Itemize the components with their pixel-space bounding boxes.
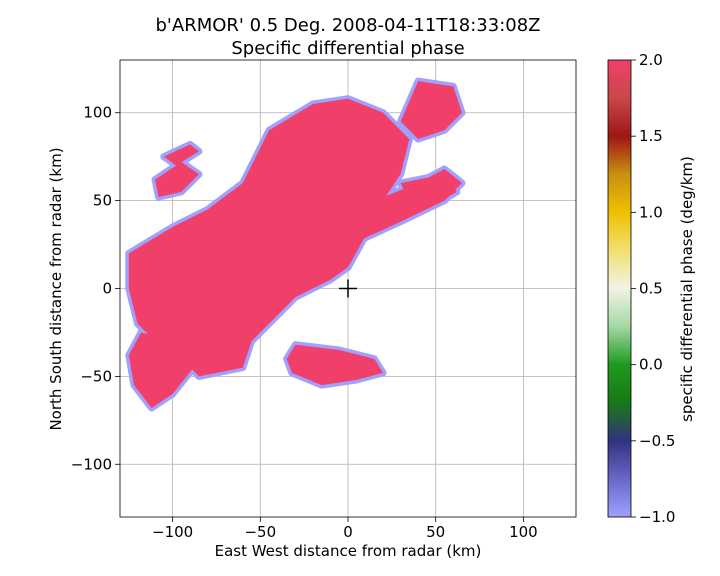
echo-region-ne-cap — [400, 81, 462, 140]
x-tick-label: −100 — [152, 523, 193, 541]
echo-region-se-cell — [286, 344, 384, 386]
echo-region-sw-lobe — [128, 332, 194, 409]
x-tick-label: −50 — [244, 523, 276, 541]
y-tick-label: 50 — [93, 192, 112, 210]
colorbar-label: specific differential phase (deg/km) — [678, 156, 696, 422]
echo-core-group — [128, 81, 462, 409]
radar-location-marker — [339, 279, 357, 298]
y-tick-label: −50 — [80, 367, 112, 385]
y-tick-label: −100 — [71, 455, 112, 473]
echo-region-east-cell — [400, 174, 457, 205]
colorbar-tick-label: 2.0 — [639, 51, 663, 69]
y-tick-label: 100 — [83, 104, 112, 122]
echo-region-main-band — [128, 98, 410, 377]
echo-region-nw-cell-2 — [163, 144, 199, 166]
echo-layer — [125, 77, 466, 412]
chart-title-line1: b'ARMOR' 0.5 Deg. 2008-04-11T18:33:08Z — [156, 15, 541, 36]
colorbar: −1.0 −0.5 0.0 0.5 1.0 1.5 2.0 — [607, 51, 675, 526]
chart-title-line2: Specific differential phase — [231, 38, 464, 59]
plot-area: −100 −50 0 50 100 −100 −50 0 50 100 — [71, 59, 577, 541]
x-tick-label: 100 — [509, 523, 538, 541]
x-axis-label: East West distance from radar (km) — [215, 542, 482, 560]
colorbar-tick-label: −0.5 — [639, 432, 675, 450]
y-axis-ticks: −100 −50 0 50 100 — [71, 104, 120, 473]
x-tick-label: 50 — [426, 523, 445, 541]
colorbar-tick-label: 1.5 — [639, 127, 663, 145]
colorbar-tick-label: 1.0 — [639, 203, 663, 221]
colorbar-fill — [607, 59, 632, 518]
colorbar-ticks: −1.0 −0.5 0.0 0.5 1.0 1.5 2.0 — [631, 51, 675, 526]
x-tick-label: 0 — [343, 523, 353, 541]
echo-region-nw-cell — [155, 161, 199, 198]
colorbar-tick-label: −1.0 — [639, 508, 675, 526]
y-axis-label: North South distance from radar (km) — [47, 147, 65, 430]
y-tick-label: 0 — [102, 280, 112, 298]
colorbar-tick-label: 0.0 — [639, 356, 663, 374]
colorbar-tick-label: 0.5 — [639, 280, 663, 298]
x-axis-ticks: −100 −50 0 50 100 — [152, 517, 538, 541]
